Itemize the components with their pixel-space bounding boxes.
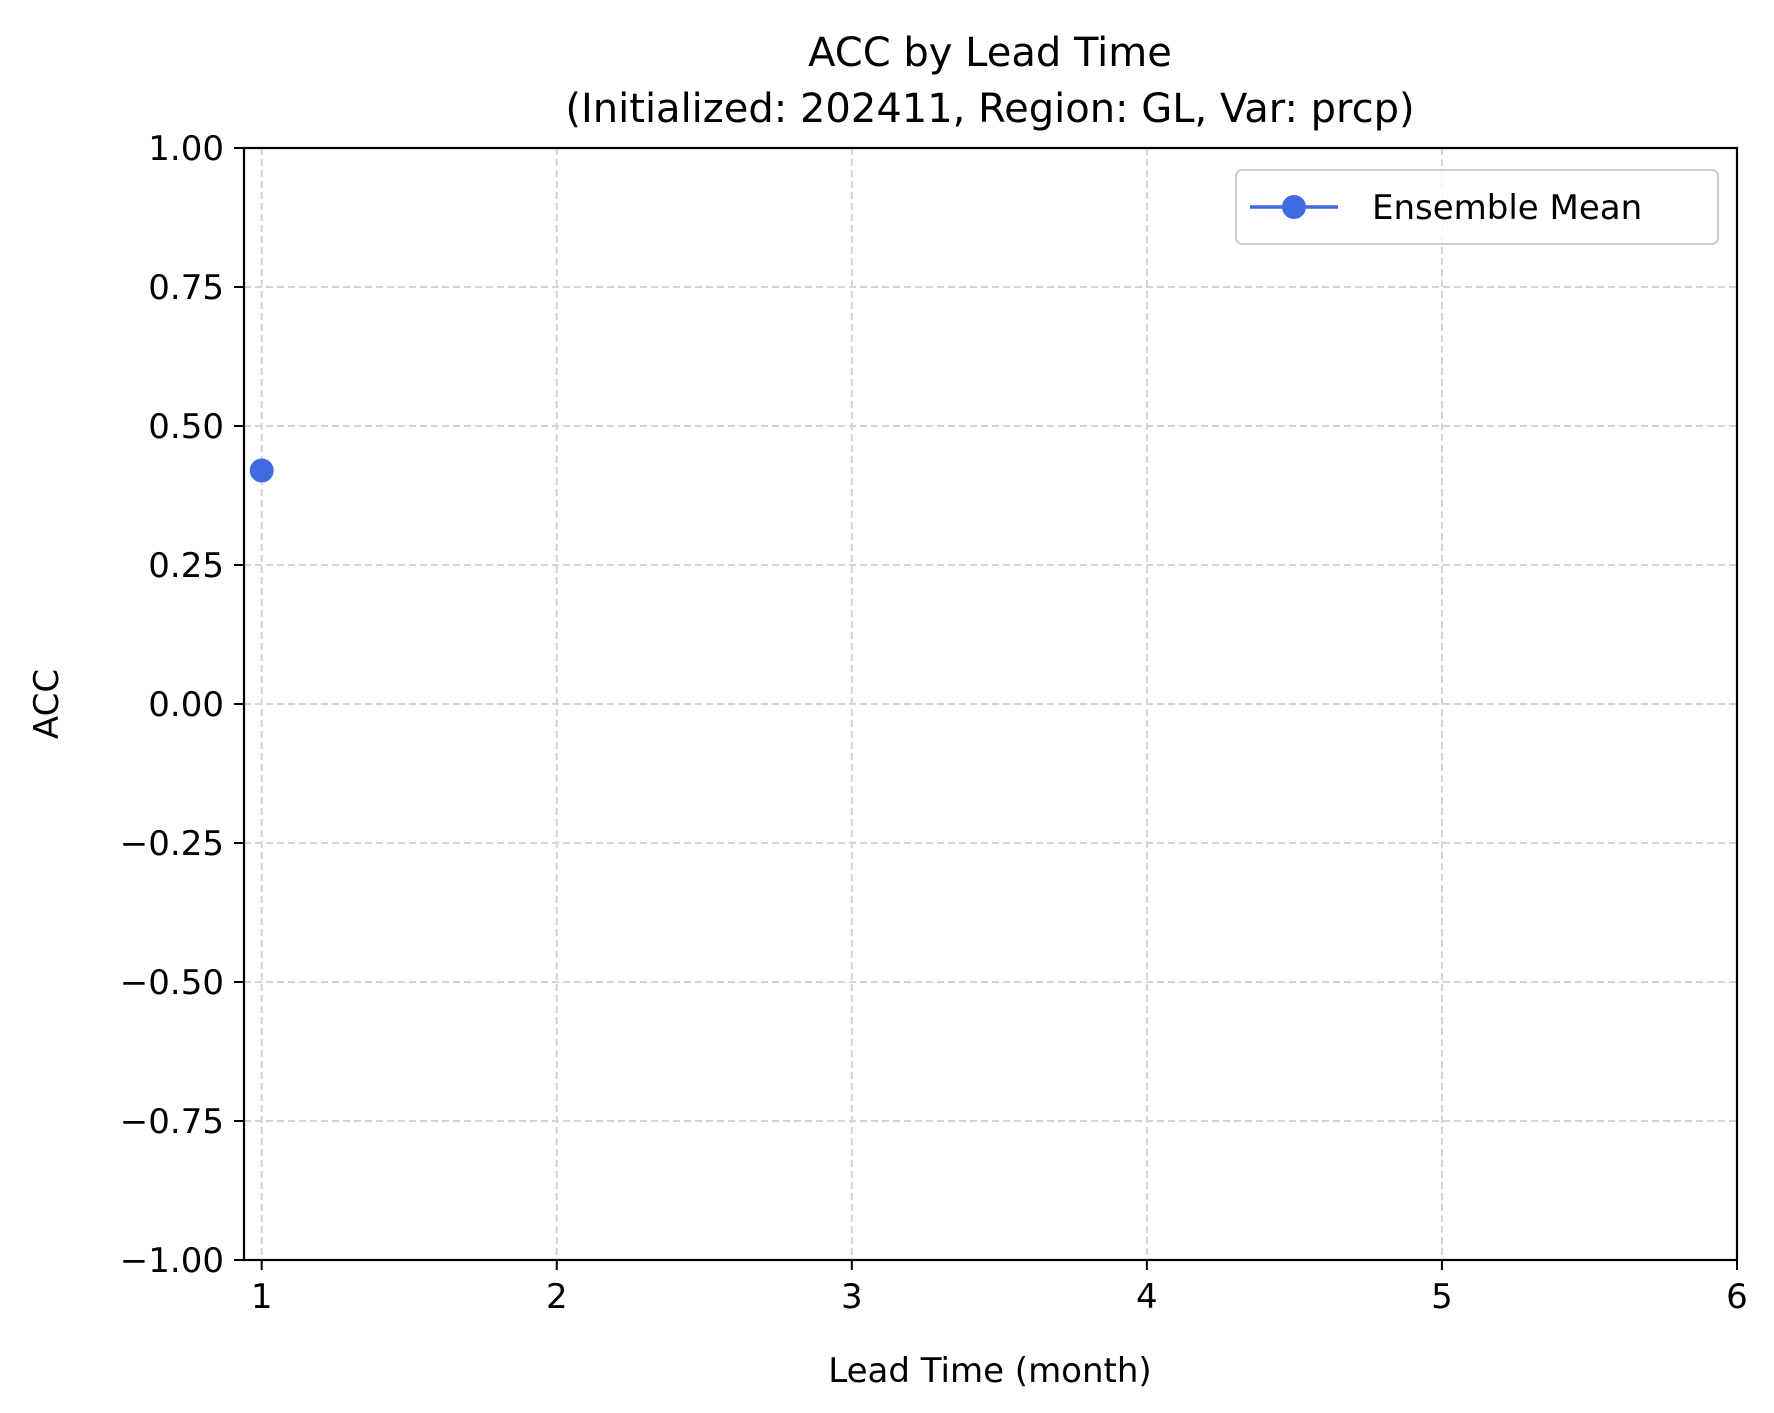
x-tick-label-5: 6 <box>1726 1277 1748 1317</box>
y-tick-label-3: −0.25 <box>120 824 224 864</box>
y-tick-label-7: 0.75 <box>148 268 224 308</box>
plot-data <box>249 458 274 483</box>
y-tick-label-5: 0.25 <box>148 546 224 586</box>
y-axis-label: ACC <box>27 669 67 739</box>
y-tick-label-0: −1.00 <box>120 1241 224 1281</box>
legend: Ensemble Mean <box>1235 169 1719 245</box>
data-point-0-0 <box>249 458 274 483</box>
x-tick-label-3: 4 <box>1136 1277 1158 1317</box>
y-tick-label-8: 1.00 <box>148 129 224 169</box>
x-tick-label-4: 5 <box>1431 1277 1453 1317</box>
y-tick-label-2: −0.50 <box>120 963 224 1003</box>
x-axis-label: Lead Time (month) <box>828 1351 1151 1391</box>
x-tick-label-2: 3 <box>841 1277 863 1317</box>
y-tick-label-1: −0.75 <box>120 1102 224 1142</box>
y-tick-label-4: 0.00 <box>148 685 224 725</box>
chart-subtitle: (Initialized: 202411, Region: GL, Var: p… <box>565 86 1414 132</box>
legend-marker-sample <box>1282 195 1306 219</box>
chart-title: ACC by Lead Time <box>808 30 1172 76</box>
y-tick-label-6: 0.50 <box>148 407 224 447</box>
axis-ticks: 1 2 3 4 5 6 −1.00 −0.75 −0.50 −0.25 0.00 0.25 0.50 0.… <box>120 129 1748 1317</box>
x-tick-label-1: 2 <box>546 1277 568 1317</box>
legend-box <box>1235 169 1719 245</box>
x-tick-label-0: 1 <box>251 1277 273 1317</box>
legend-label: Ensemble Mean <box>1372 188 1642 228</box>
